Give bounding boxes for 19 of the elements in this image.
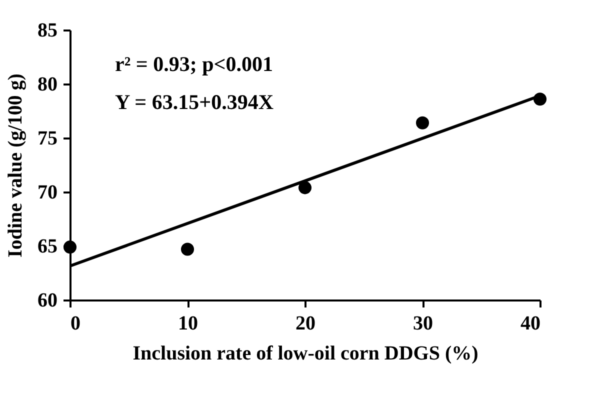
point bbox=[416, 116, 430, 130]
x-tick-label: 0 bbox=[70, 312, 80, 334]
x-axis-title: Inclusion rate of low-oil corn DDGS (%) bbox=[132, 342, 478, 364]
x-tick-label: 10 bbox=[178, 312, 198, 334]
y-tick-label: 65 bbox=[38, 236, 58, 258]
y-tick-label: 70 bbox=[38, 182, 58, 204]
y-tick-label: 75 bbox=[38, 128, 58, 150]
annotation: Y = 63.15+0.394X bbox=[115, 90, 274, 114]
x-tick-label: 30 bbox=[413, 312, 433, 334]
x-tick-label: 40 bbox=[520, 312, 540, 334]
point bbox=[298, 181, 312, 194]
point bbox=[63, 240, 77, 254]
y-tick-label: 80 bbox=[38, 74, 58, 96]
annotation: r² = 0.93; p<0.001 bbox=[115, 52, 273, 76]
point bbox=[180, 242, 194, 256]
y-tick-label: 60 bbox=[38, 290, 58, 312]
x-tick-label: 20 bbox=[296, 312, 316, 334]
y-tick-label: 85 bbox=[38, 20, 58, 42]
y-axis-title: Iodine value (g/100 g) bbox=[4, 74, 26, 258]
